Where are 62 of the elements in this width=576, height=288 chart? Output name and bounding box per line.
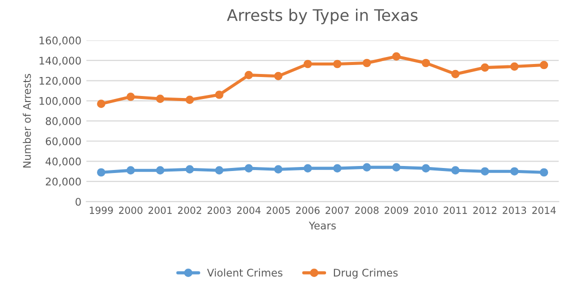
x-axis-title: Years [308, 222, 336, 230]
point [156, 166, 164, 175]
point [215, 166, 224, 175]
y-tick-label: 20,000 [46, 178, 81, 187]
x-tick-label: 2005 [266, 206, 290, 214]
point [126, 92, 135, 101]
y-tick-label: 140,000 [40, 56, 81, 66]
y-tick-label: 40,000 [46, 158, 81, 166]
point [244, 70, 253, 80]
x-tick-label: 2009 [384, 206, 408, 214]
chart-title: Arrests by Type in Texas [226, 8, 418, 24]
point [96, 168, 106, 177]
y-tick-label: 80,000 [46, 117, 81, 126]
legend-label: Drug Crimes [334, 268, 398, 279]
x-tick-label: 2007 [326, 206, 349, 214]
point [96, 100, 106, 108]
point [480, 63, 490, 72]
point [274, 165, 282, 174]
y-tick-label: 0 [76, 198, 81, 206]
point [392, 163, 401, 172]
point [362, 58, 372, 68]
y-tick-label: 60,000 [46, 137, 81, 146]
y-tick-label: 120,000 [40, 76, 81, 86]
point [333, 60, 342, 68]
legend-label: Violent Crimes [207, 268, 282, 277]
point [215, 90, 224, 99]
point [422, 58, 430, 68]
point [274, 72, 282, 80]
x-tick-label: 2008 [355, 206, 379, 214]
point [392, 52, 401, 61]
y-tick-label: 100,000 [40, 97, 81, 106]
x-tick-label: 2001 [148, 206, 172, 214]
point [186, 96, 194, 104]
x-tick-label: 2011 [444, 206, 467, 214]
point [451, 166, 460, 175]
x-tick-label: 2012 [473, 206, 496, 214]
point [510, 167, 519, 176]
point [451, 70, 460, 78]
point [540, 168, 548, 177]
x-tick-label: 1999 [90, 206, 113, 214]
point [156, 94, 164, 103]
x-tick-label: 2014 [532, 206, 556, 214]
point [304, 164, 312, 173]
point [186, 165, 194, 174]
y-axis-title: Number of Arrests [22, 74, 31, 168]
point [304, 60, 312, 68]
x-tick-label: 2013 [502, 206, 526, 214]
x-tick-label: 2006 [296, 206, 320, 214]
x-tick-label: 2000 [119, 206, 142, 214]
point [510, 62, 519, 71]
x-tick-label: 2010 [414, 206, 438, 214]
x-tick-label: 2004 [237, 206, 261, 214]
point [540, 60, 548, 70]
y-tick-label: 160,000 [40, 36, 81, 46]
point [244, 164, 253, 173]
point [422, 164, 430, 173]
point [333, 164, 342, 173]
point [480, 167, 490, 176]
point [126, 166, 135, 175]
x-tick-label: 2002 [178, 206, 202, 214]
point [362, 163, 372, 172]
x-tick-label: 2003 [208, 206, 231, 214]
